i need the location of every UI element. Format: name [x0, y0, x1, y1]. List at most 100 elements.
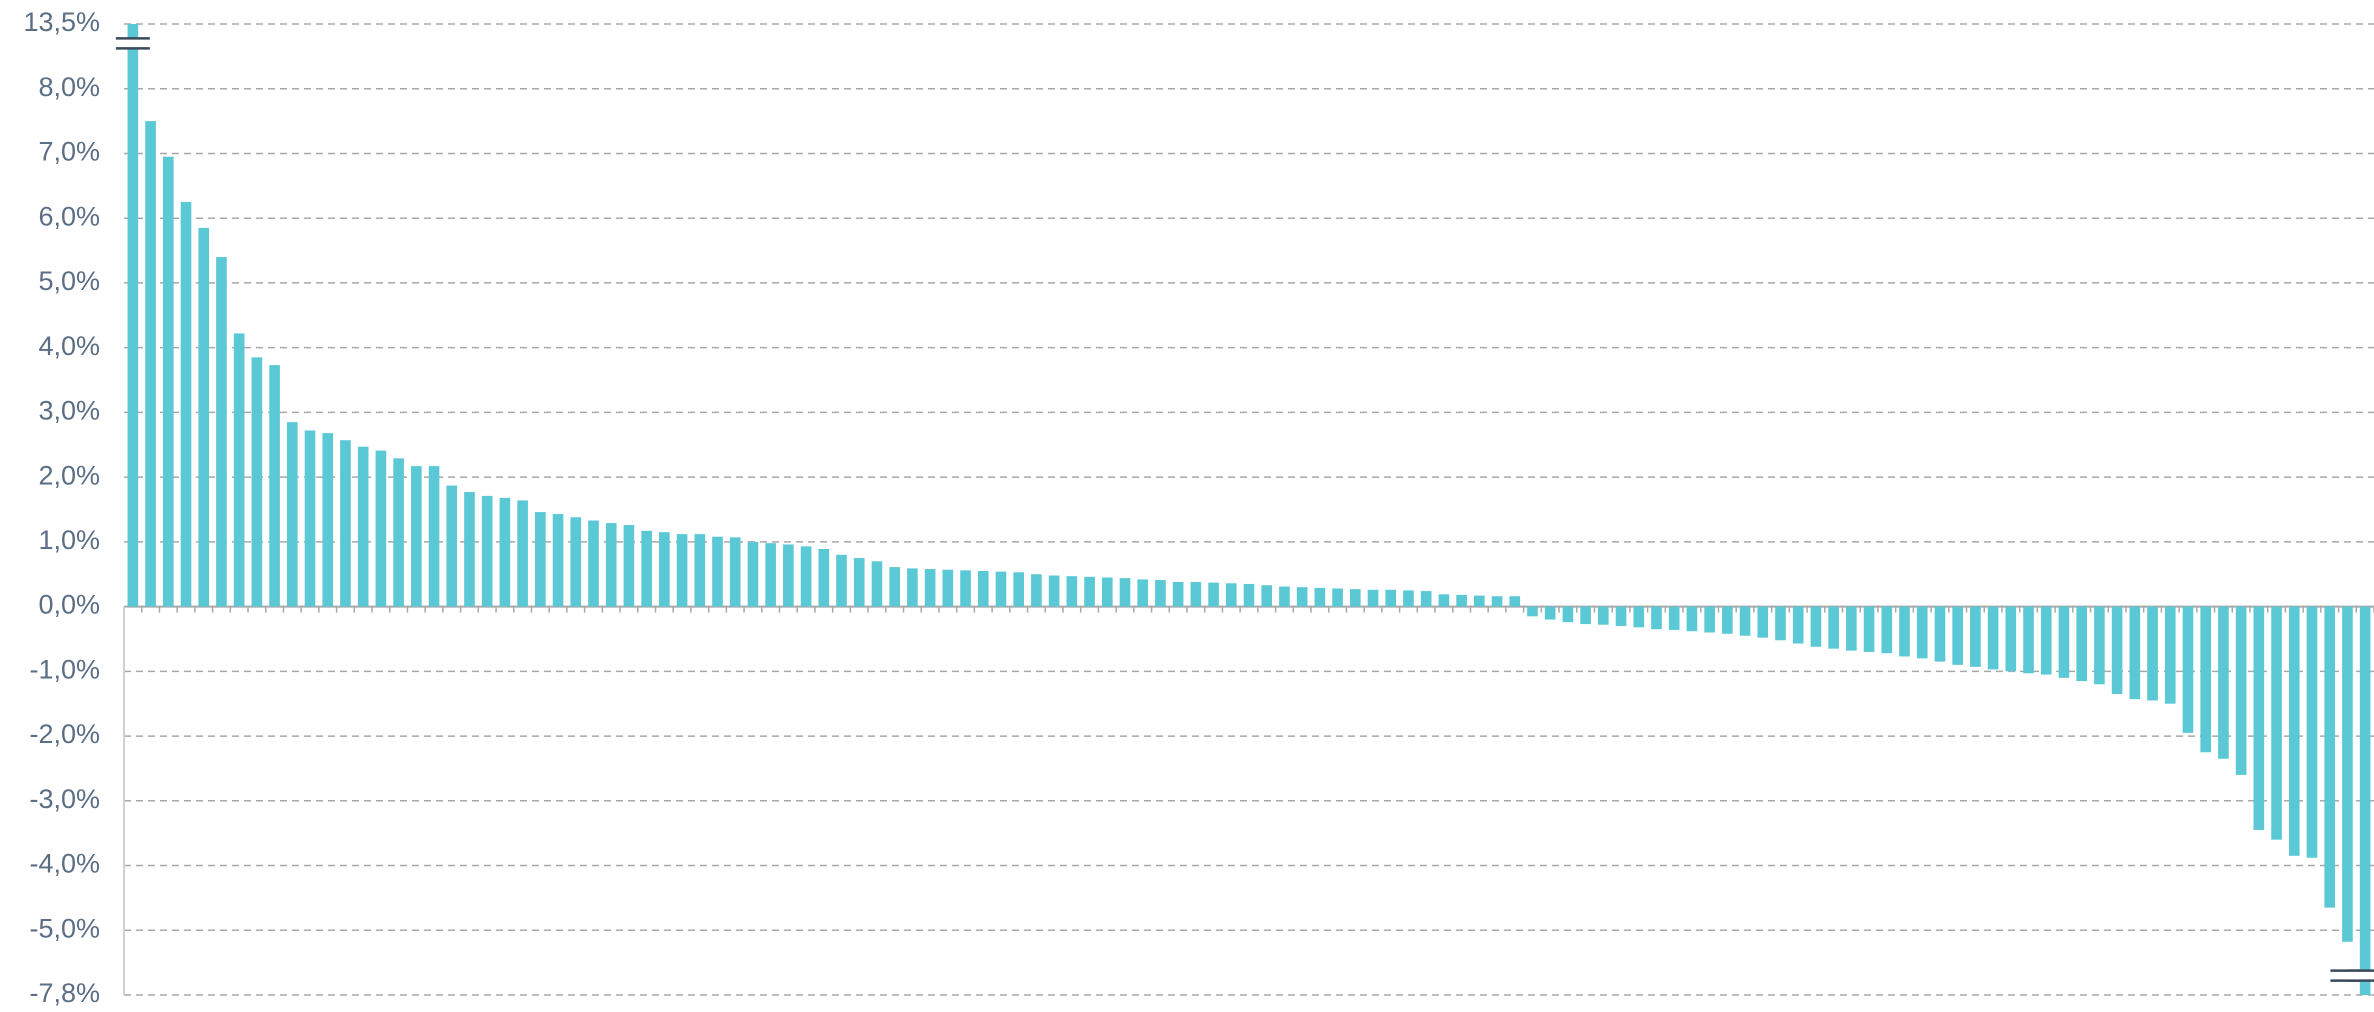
bar: [605, 523, 617, 607]
bar: [1615, 606, 1627, 627]
bar: [446, 485, 458, 607]
bar: [1633, 606, 1645, 628]
bar: [552, 514, 564, 607]
bar: [145, 121, 156, 607]
bar: [499, 497, 511, 607]
bar: [1527, 606, 1538, 617]
bar: [1314, 587, 1326, 607]
bar: [1048, 575, 1060, 607]
bar: [907, 568, 918, 607]
bar: [2342, 606, 2353, 942]
bar: [1261, 585, 1273, 607]
bar: [1775, 606, 1786, 641]
y-tick-label: 8,0%: [38, 72, 100, 102]
bar: [924, 569, 936, 607]
bar: [889, 567, 900, 607]
bar: [871, 561, 883, 607]
bar: [2253, 606, 2265, 830]
bar: [1668, 606, 1680, 630]
bar: [127, 24, 139, 607]
bar: [1031, 574, 1042, 607]
bar: [198, 227, 210, 607]
y-tick-label: 6,0%: [38, 201, 100, 231]
y-tick-label: 2,0%: [38, 460, 100, 490]
y-tick-label: 3,0%: [38, 396, 100, 426]
bar: [1225, 583, 1237, 607]
bar: [2288, 606, 2300, 856]
bar: [2094, 606, 2105, 685]
bar: [2111, 606, 2123, 694]
bar: [977, 570, 989, 607]
bar: [1349, 589, 1361, 607]
bar: [375, 450, 387, 607]
bar: [1066, 576, 1078, 607]
bar: [180, 202, 192, 607]
bar: [570, 517, 582, 607]
bar: [1580, 606, 1591, 625]
bar: [1952, 606, 1963, 665]
bar: [481, 495, 493, 607]
y-tick-label: 1,0%: [38, 525, 100, 555]
bar: [517, 500, 528, 607]
bar: [2058, 606, 2070, 678]
bar: [1474, 595, 1485, 607]
bar: [2306, 606, 2318, 858]
bar: [676, 534, 688, 607]
bar: [1332, 588, 1343, 607]
bar: [853, 558, 865, 607]
bar: [216, 257, 227, 607]
bar: [1084, 576, 1095, 607]
bar: [393, 458, 404, 607]
bar: [2235, 606, 2247, 775]
bar: [1562, 606, 1574, 623]
bar: [1367, 589, 1379, 607]
bar: [357, 446, 369, 607]
bar: [2076, 606, 2087, 682]
bar: [535, 512, 546, 607]
bar: [1704, 606, 1715, 633]
bar: [322, 433, 334, 607]
bar: [1509, 596, 1521, 607]
bar: [1491, 596, 1503, 607]
bar: [2218, 606, 2229, 759]
bar: [1101, 577, 1113, 607]
axis-break-gap: [115, 39, 150, 48]
bar: [233, 333, 245, 607]
bar: [2005, 606, 2017, 672]
y-tick-label: 0,0%: [38, 590, 100, 620]
y-tick-label: 4,0%: [38, 331, 100, 361]
y-tick-label: -4,0%: [29, 849, 100, 879]
bar: [1190, 582, 1202, 607]
bar: [2129, 606, 2141, 700]
bar: [2147, 606, 2158, 701]
axis-break-gap: [2330, 971, 2365, 980]
bar: [1296, 587, 1308, 607]
bar: [1119, 578, 1131, 607]
bar: [1208, 582, 1219, 607]
bar: [641, 530, 652, 607]
bar: [960, 570, 971, 607]
bar: [765, 543, 776, 607]
bar: [1722, 606, 1733, 634]
y-tick-label: -1,0%: [29, 654, 100, 684]
bar: [712, 536, 723, 607]
bar: [304, 430, 316, 607]
bar: [2200, 606, 2212, 753]
bar: [251, 357, 263, 607]
bar: [2359, 606, 2371, 995]
bar: [1916, 606, 1928, 659]
bar: [623, 525, 635, 607]
bar: [995, 571, 1007, 607]
bar: [286, 422, 298, 607]
bar: [269, 365, 280, 607]
bar: [1385, 589, 1397, 607]
y-tick-label: 5,0%: [38, 266, 100, 296]
bar: [2040, 606, 2052, 675]
bar: [411, 466, 422, 607]
bar: [818, 548, 830, 607]
bar: [1970, 606, 1981, 667]
y-tick-label: 7,0%: [38, 137, 100, 167]
bar: [659, 532, 670, 607]
bar: [1899, 606, 1910, 657]
bar: [2324, 606, 2336, 908]
